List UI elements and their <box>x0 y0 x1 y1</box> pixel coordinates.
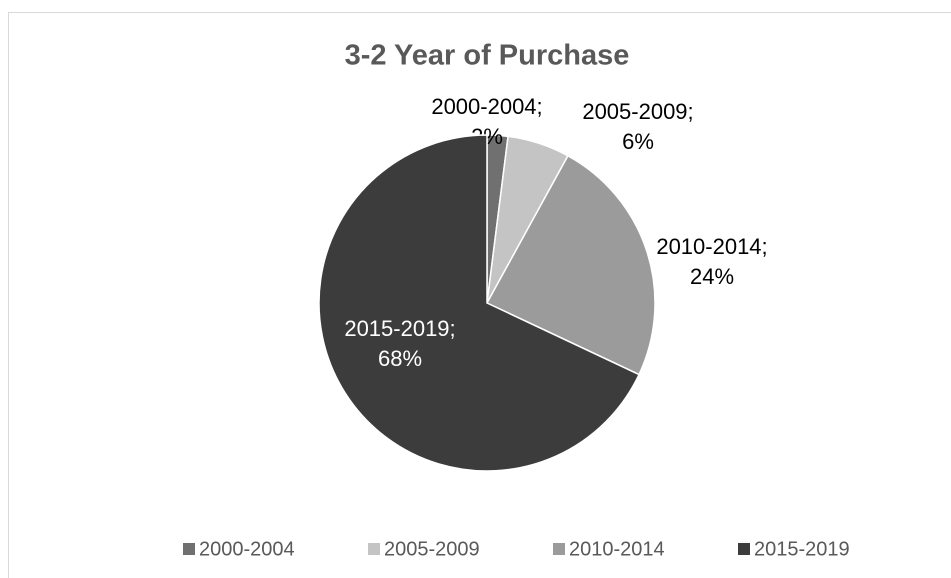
data-label-category: 2005-2009 <box>582 99 687 124</box>
legend-label: 2010-2014 <box>569 538 665 560</box>
data-label-separator: ; <box>688 99 694 124</box>
legend-label: 2005-2009 <box>384 538 480 560</box>
legend-swatch <box>183 543 195 555</box>
data-label-separator: ; <box>762 234 768 259</box>
data-label-value: 24% <box>690 264 734 289</box>
data-label-category: 2015-2019 <box>344 316 449 341</box>
legend-label: 2015-2019 <box>754 538 850 560</box>
legend-swatch <box>738 543 750 555</box>
legend-label: 2000-2004 <box>199 538 295 560</box>
data-label-category: 2000-2004 <box>431 94 536 119</box>
data-label-value: 6% <box>622 129 654 154</box>
chart-title: 3-2 Year of Purchase <box>345 40 630 72</box>
legend-swatch <box>553 543 565 555</box>
data-label: 2010-2014; <box>656 234 767 259</box>
data-label-value: 68% <box>378 346 422 371</box>
pie-slice <box>485 154 656 376</box>
data-label: 2015-2019; <box>344 316 455 341</box>
data-label: 2005-2009; <box>582 99 693 124</box>
pie-slice <box>318 134 641 472</box>
legend-swatch <box>368 543 380 555</box>
data-label-separator: ; <box>450 316 456 341</box>
data-label-category: 2010-2014 <box>656 234 761 259</box>
data-label-separator: ; <box>537 94 543 119</box>
data-label: 2000-2004; <box>431 94 542 119</box>
